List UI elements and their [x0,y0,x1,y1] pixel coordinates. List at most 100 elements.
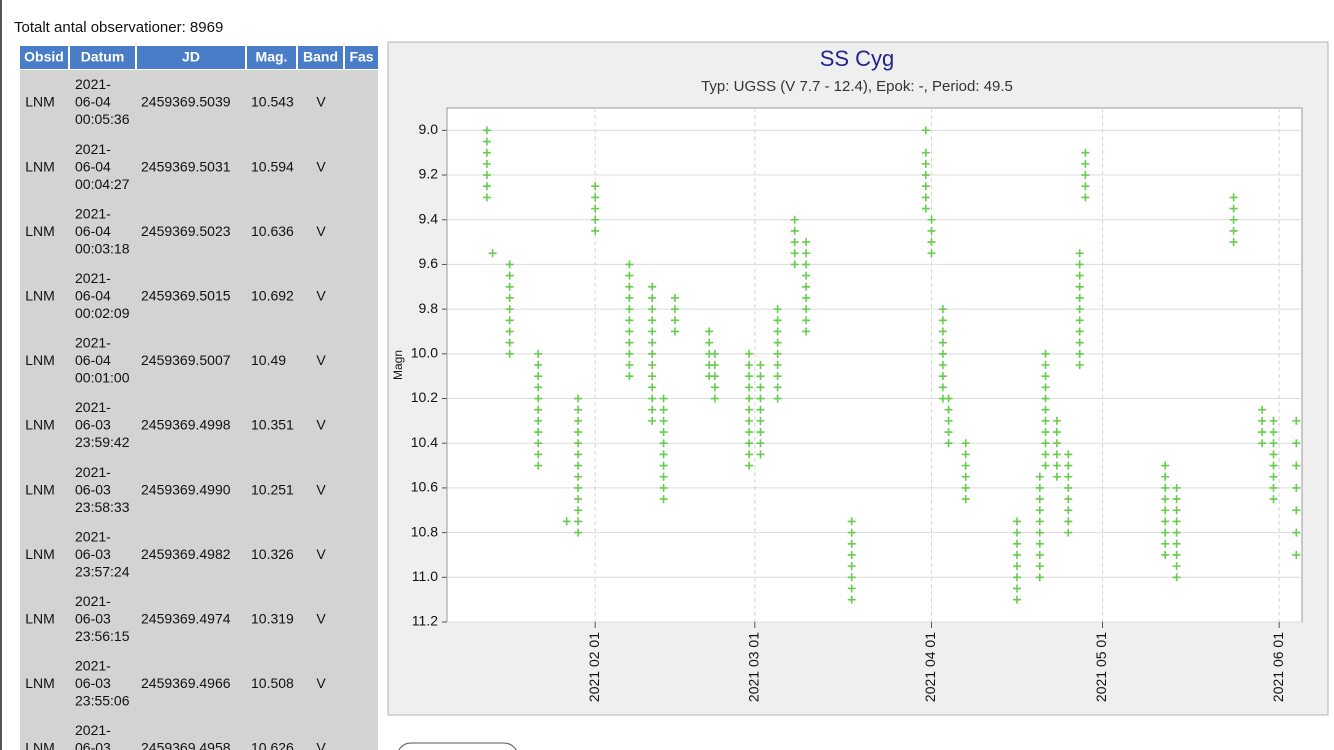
data-point [790,238,799,247]
data-point [756,394,765,403]
data-point [944,405,953,414]
data-point [1064,517,1073,526]
data-point [574,472,583,481]
data-point [938,361,947,369]
data-point [671,316,679,325]
magnitude: 10.636 [251,223,294,239]
band: V [316,611,326,627]
data-point [1052,461,1061,470]
data-point [482,126,491,135]
data-point [625,282,634,291]
jd: 2459369.5007 [141,352,231,368]
data-point [482,148,491,157]
x-tick-label: 2021 02 01 [586,632,602,702]
data-point [1161,550,1170,559]
data-point [1081,148,1090,157]
data-point [574,461,583,470]
data-point [802,316,811,325]
jd: 2459369.4982 [141,546,231,562]
column-header: Fas [349,49,373,65]
data-point [482,159,491,168]
data-point [1081,159,1090,168]
data-point [1172,495,1181,504]
datum: 06-03 [75,546,111,562]
data-point [1172,483,1181,492]
data-point [1075,349,1084,358]
data-point [847,539,856,548]
data-point [534,383,543,392]
y-tick-label: 9.2 [419,166,439,182]
band: V [316,417,326,433]
datum: 23:57:24 [75,563,130,579]
data-point [745,428,754,437]
data-point [1075,282,1084,291]
data-point [574,450,583,459]
data-point [1075,305,1084,314]
data-point [648,405,657,414]
data-point [591,215,600,224]
data-point [802,327,811,336]
header-cell [20,46,68,69]
y-tick-label: 10.2 [411,389,438,405]
data-point [1035,483,1044,492]
data-point [625,361,634,369]
data-point [802,305,811,314]
data-point [745,361,754,369]
column-header: Datum [81,49,125,65]
data-point [961,483,970,492]
column-header: Band [303,49,338,65]
data-point [591,182,600,191]
data-point [1041,372,1050,381]
data-point [802,282,811,291]
data-point [625,338,634,347]
data-point [591,226,600,235]
y-tick-label: 9.6 [419,255,439,271]
datum: 2021- [75,76,111,92]
band: V [316,546,326,562]
data-point [505,271,514,280]
datum: 2021- [75,658,111,674]
data-point [745,405,754,414]
data-point [710,361,719,369]
button[interactable] [397,742,518,750]
data-point [1229,215,1238,224]
data-point [756,405,765,414]
data-point [505,327,514,336]
datum: 2021- [75,270,111,286]
left-edge [0,0,2,750]
data-point [927,215,936,224]
data-point [1292,506,1301,515]
obsid: LNM [25,223,55,239]
y-tick-label: 9.0 [419,121,439,137]
data-point [927,238,936,247]
data-point [1161,539,1170,548]
data-point [1075,361,1084,369]
data-point [773,361,782,369]
data-point [625,260,634,269]
data-point [1075,316,1084,325]
data-point [1041,428,1050,437]
data-point [961,461,970,470]
data-point [1041,450,1050,459]
data-point [659,416,668,425]
data-point [659,394,668,403]
data-point [790,215,799,224]
magnitude: 10.49 [251,352,286,368]
datum: 2021- [75,464,111,480]
data-point [745,416,754,425]
datum: 00:02:09 [75,305,130,321]
data-point [1035,573,1044,582]
band: V [316,288,326,304]
data-point [574,405,583,414]
header-cell [247,46,296,69]
datum: 06-03 [75,740,111,750]
data-point [659,405,668,414]
data-point [505,316,514,325]
data-point [756,372,765,381]
band: V [316,94,326,110]
data-point [847,517,856,526]
datum: 2021- [75,399,111,415]
data-point [710,394,719,403]
data-point [1161,506,1170,515]
data-point [1172,506,1181,515]
